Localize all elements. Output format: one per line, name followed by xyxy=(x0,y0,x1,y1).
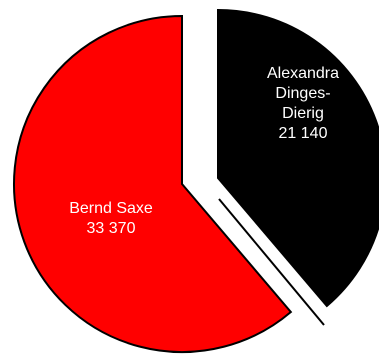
pie-slice-alexandra-dinges-dierig xyxy=(217,8,379,308)
slice-value-label: 21 140 xyxy=(279,125,328,142)
slice-name-label: Dierig xyxy=(282,105,324,122)
slice-label-1: Bernd Saxe 33 370 xyxy=(69,200,153,237)
pie-slice-bernd-saxe xyxy=(13,14,293,353)
slice-separator-line xyxy=(218,198,325,326)
slice-label-0: Alexandra Dinges- Dierig 21 140 xyxy=(267,65,339,142)
slice-name-label: Bernd Saxe xyxy=(69,200,153,217)
slice-name-label: Alexandra xyxy=(267,65,339,82)
slice-name-label: Dinges- xyxy=(275,85,330,102)
slice-value-label: 33 370 xyxy=(87,220,136,237)
